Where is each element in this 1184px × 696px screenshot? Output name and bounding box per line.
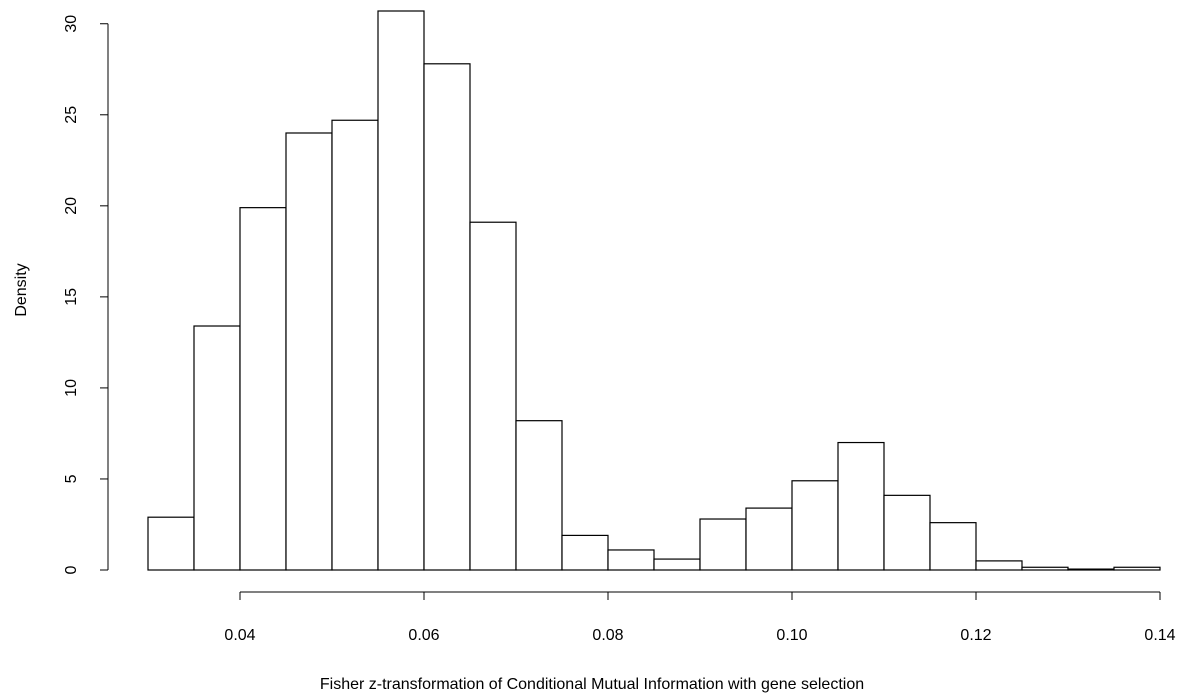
y-tick-label: 15 <box>63 288 80 306</box>
histogram-bar-8 <box>515 420 563 571</box>
histogram-bar-13 <box>745 507 793 571</box>
histogram-bar-5 <box>377 10 425 571</box>
histogram-bar-3 <box>285 132 333 571</box>
y-tick-label: 30 <box>63 15 80 33</box>
histogram-bar-11 <box>653 558 701 571</box>
histogram-bar-12 <box>699 518 747 571</box>
histogram-bar-14 <box>791 480 839 571</box>
histogram-bar-7 <box>469 221 517 571</box>
histogram-bar-15 <box>837 441 885 571</box>
histogram-bar-4 <box>331 119 379 571</box>
x-axis: 0.04 0.06 0.08 0.10 0.12 0.14 <box>224 591 1176 644</box>
y-tick-label: 20 <box>63 197 80 215</box>
y-axis-title: Density <box>13 263 30 316</box>
histogram-bar-6 <box>423 63 471 571</box>
histogram-bar-10 <box>607 549 655 571</box>
x-tick-label: 0.06 <box>408 627 439 644</box>
histogram-bar-18 <box>975 560 1023 571</box>
y-tick-label: 5 <box>63 474 80 483</box>
y-tick-label: 10 <box>63 379 80 397</box>
x-tick-label: 0.08 <box>592 627 623 644</box>
histogram-bar-17 <box>929 522 977 571</box>
x-tick-label: 0.10 <box>776 627 807 644</box>
histogram-bar-1 <box>193 325 241 571</box>
x-tick-label: 0.14 <box>1144 627 1175 644</box>
x-axis-title: Fisher z-transformation of Conditional M… <box>320 676 864 693</box>
histogram-bar-16 <box>883 494 931 571</box>
histogram-bar-21 <box>1113 566 1161 571</box>
histogram-bar-0 <box>147 516 195 571</box>
histogram-bar-2 <box>239 207 287 571</box>
y-tick-label: 25 <box>63 106 80 124</box>
bars-group <box>147 10 1161 571</box>
y-axis: 0 5 10 15 20 25 30 <box>63 15 109 574</box>
histogram-bar-9 <box>561 534 609 571</box>
histogram-bar-20 <box>1067 568 1115 571</box>
y-tick-label: 0 <box>63 565 80 574</box>
x-tick-label: 0.12 <box>960 627 991 644</box>
x-tick-label: 0.04 <box>224 627 255 644</box>
histogram-bar-19 <box>1021 566 1069 571</box>
